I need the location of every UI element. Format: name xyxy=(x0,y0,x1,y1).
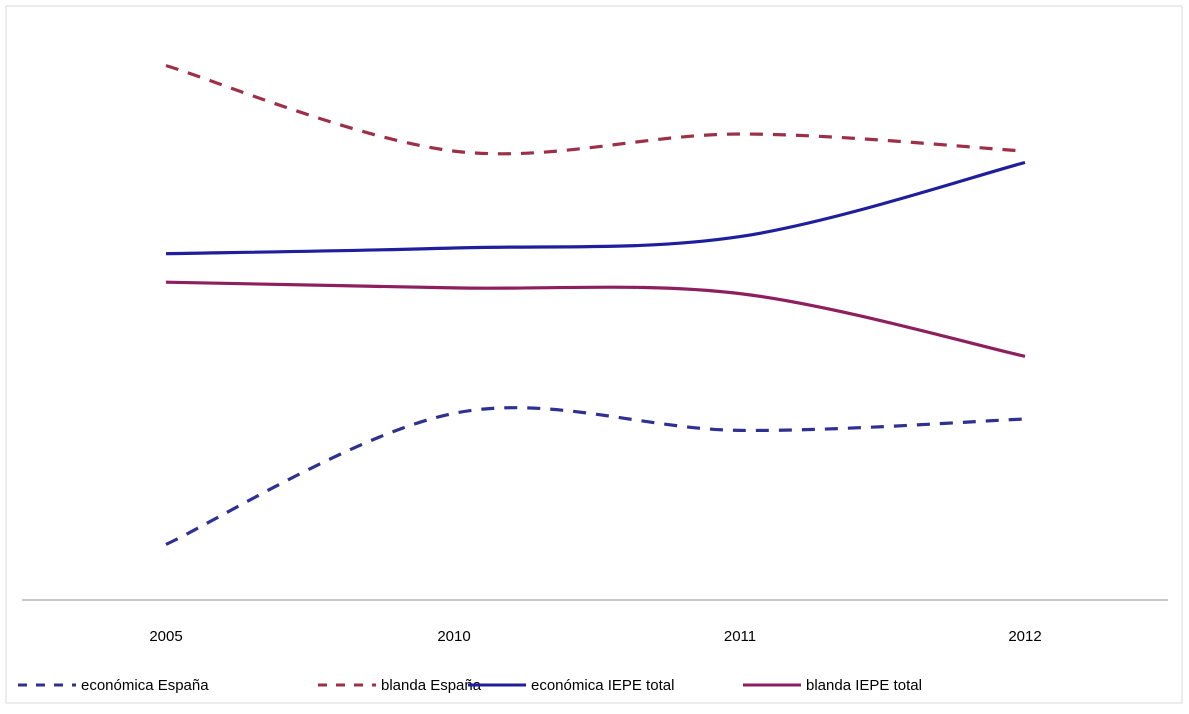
x-tick-label-2012: 2012 xyxy=(1008,628,1041,645)
series-line-economica-espana xyxy=(165,406,1026,546)
x-tick-label-2005: 2005 xyxy=(149,628,182,645)
legend-item-economica-espana[interactable]: económica España xyxy=(18,677,209,694)
x-tick-labels: 2005 2010 2011 2012 xyxy=(149,628,1041,645)
legend[interactable]: económica España blanda España económica I… xyxy=(18,677,922,694)
legend-item-blanda-iepe-total[interactable]: blanda IEPE total xyxy=(743,677,922,694)
series-line-blanda-espana xyxy=(165,64,1026,156)
legend-label-economica-iepe-total: económica IEPE total xyxy=(531,677,674,694)
x-tick-label-2010: 2010 xyxy=(437,628,470,645)
x-tick-label-2011: 2011 xyxy=(724,628,756,645)
series-line-economica-iepe-total xyxy=(165,160,1026,256)
chart-frame xyxy=(5,5,1183,704)
legend-label-blanda-iepe-total: blanda IEPE total xyxy=(806,677,922,694)
legend-label-blanda-espana: blanda España xyxy=(381,677,482,694)
legend-item-economica-iepe-total[interactable]: económica IEPE total xyxy=(468,677,674,694)
legend-item-blanda-espana[interactable]: blanda España xyxy=(318,677,482,694)
series-layer xyxy=(165,64,1026,546)
legend-label-economica-espana: económica España xyxy=(81,677,209,694)
series-line-blanda-iepe-total xyxy=(165,280,1026,358)
